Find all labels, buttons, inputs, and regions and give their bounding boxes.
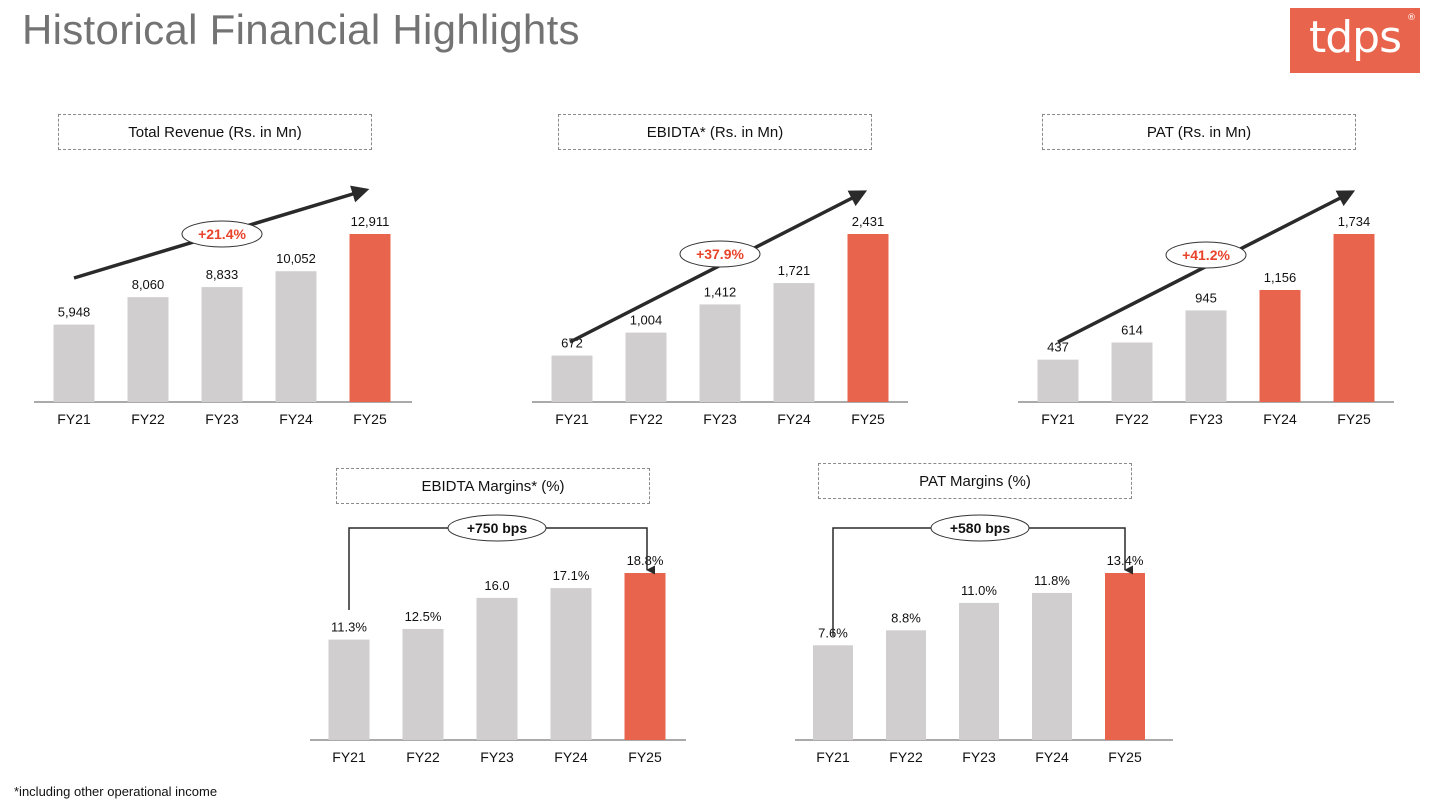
change-label: +580 bps xyxy=(950,520,1011,536)
chart-title-pat: PAT (Rs. in Mn) xyxy=(1042,114,1356,150)
growth-badge xyxy=(1165,241,1247,269)
tick-label: FY24 xyxy=(1263,411,1297,427)
tdps-logo: tdps ® xyxy=(1290,8,1420,73)
tick-label: FY22 xyxy=(629,411,663,427)
bar-fy24 xyxy=(275,271,317,402)
data-label: 8,833 xyxy=(206,267,239,282)
data-label: 18.8% xyxy=(627,553,664,568)
growth-label: +37.9% xyxy=(696,246,744,262)
bar-fy22 xyxy=(625,332,667,402)
bar-fy23 xyxy=(699,304,741,402)
data-label: 1,156 xyxy=(1264,270,1297,285)
tick-label: FY22 xyxy=(1115,411,1149,427)
data-label: 8,060 xyxy=(132,277,165,292)
page-title: Historical Financial Highlights xyxy=(22,6,580,53)
growth-badge xyxy=(679,240,761,268)
chart-title-ebidta-margins: EBIDTA Margins* (%) xyxy=(336,468,650,504)
tick-label: FY23 xyxy=(962,749,996,765)
chart-title-ebidta: EBIDTA* (Rs. in Mn) xyxy=(558,114,872,150)
tick-label: FY25 xyxy=(353,411,387,427)
logo-text: tdps xyxy=(1308,12,1402,63)
data-label: 945 xyxy=(1195,290,1217,305)
data-label: 11.8% xyxy=(1034,573,1070,588)
tick-label: FY24 xyxy=(1035,749,1069,765)
data-label: 1,734 xyxy=(1338,214,1371,229)
bar-fy25 xyxy=(1105,573,1145,740)
footnote: *including other operational income xyxy=(14,784,218,799)
tick-label: FY24 xyxy=(279,411,313,427)
data-label: 16.0 xyxy=(484,578,509,593)
bar-fy21 xyxy=(328,639,370,740)
tick-label: FY22 xyxy=(889,749,923,765)
bar-fy22 xyxy=(1111,342,1153,402)
bar-fy23 xyxy=(476,597,518,740)
data-label: 1,004 xyxy=(630,313,663,328)
registered-mark-icon: ® xyxy=(1407,13,1416,23)
bar-fy23 xyxy=(959,602,999,740)
bar-fy24 xyxy=(773,283,815,402)
bar-fy21 xyxy=(551,355,593,402)
data-label: 12.5% xyxy=(405,609,442,624)
bar-fy22 xyxy=(886,630,926,740)
tick-label: FY25 xyxy=(851,411,885,427)
bar-fy21 xyxy=(53,324,95,402)
bar-fy25 xyxy=(1333,234,1375,402)
tick-label: FY22 xyxy=(131,411,165,427)
tick-label: FY24 xyxy=(777,411,811,427)
tick-label: FY25 xyxy=(628,749,662,765)
tick-label: FY23 xyxy=(480,749,514,765)
chart-title-total-revenue: Total Revenue (Rs. in Mn) xyxy=(58,114,372,150)
change-badge xyxy=(930,514,1030,542)
data-label: 12,911 xyxy=(351,214,390,229)
bar-fy24 xyxy=(1259,290,1301,402)
tick-label: FY25 xyxy=(1108,749,1142,765)
bar-fy23 xyxy=(201,287,243,402)
data-label: 10,052 xyxy=(276,251,316,266)
bar-fy21 xyxy=(1037,359,1079,402)
chart-title-pat-margins: PAT Margins (%) xyxy=(818,463,1132,499)
tick-label: FY21 xyxy=(1041,411,1075,427)
tick-label: FY22 xyxy=(406,749,440,765)
tick-label: FY23 xyxy=(205,411,239,427)
tick-label: FY21 xyxy=(816,749,850,765)
data-label: 437 xyxy=(1047,340,1069,355)
bar-fy25 xyxy=(349,234,391,402)
bar-fy22 xyxy=(127,297,169,402)
bar-fy23 xyxy=(1185,310,1227,402)
tick-label: FY21 xyxy=(57,411,91,427)
data-label: 11.3% xyxy=(331,620,367,635)
bar-fy25 xyxy=(624,573,666,740)
data-label: 1,721 xyxy=(778,263,811,278)
data-label: 2,431 xyxy=(852,214,885,229)
tick-label: FY24 xyxy=(554,749,588,765)
bar-fy21 xyxy=(813,645,853,740)
data-label: 614 xyxy=(1121,323,1143,338)
bar-fy24 xyxy=(550,588,592,740)
data-label: 8.8% xyxy=(891,610,921,625)
growth-badge xyxy=(181,220,263,248)
tick-label: FY25 xyxy=(1337,411,1371,427)
growth-label: +41.2% xyxy=(1182,247,1230,263)
growth-label: +21.4% xyxy=(198,226,246,242)
bar-fy24 xyxy=(1032,592,1072,740)
tick-label: FY23 xyxy=(1189,411,1223,427)
tick-label: FY21 xyxy=(332,749,366,765)
change-label: +750 bps xyxy=(467,520,528,536)
data-label: 17.1% xyxy=(553,568,590,583)
tick-label: FY21 xyxy=(555,411,589,427)
data-label: 5,948 xyxy=(58,305,91,320)
change-badge xyxy=(447,514,547,542)
bar-fy25 xyxy=(847,234,889,402)
tick-label: FY23 xyxy=(703,411,737,427)
data-label: 1,412 xyxy=(704,284,737,299)
bar-fy22 xyxy=(402,628,444,740)
data-label: 11.0% xyxy=(961,583,997,598)
